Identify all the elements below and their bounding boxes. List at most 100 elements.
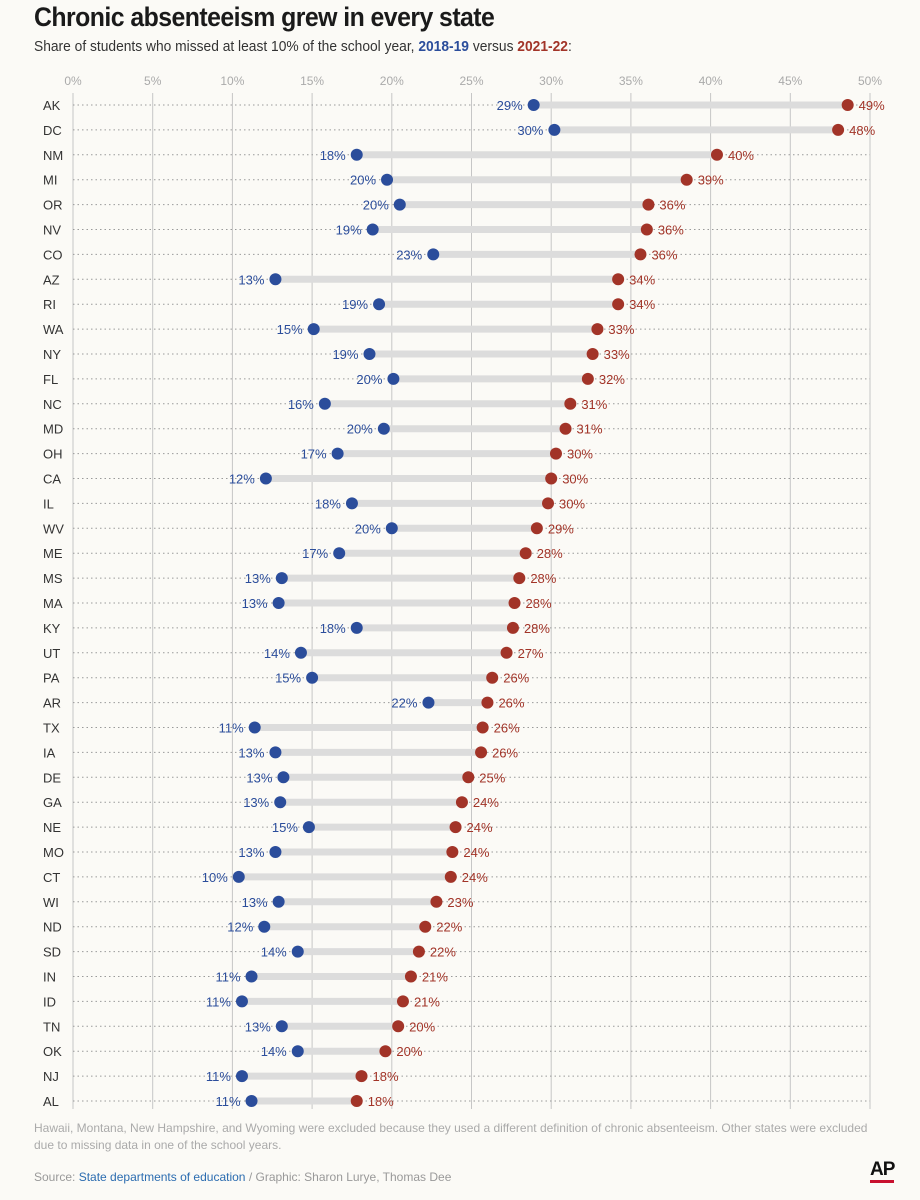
value-label-2018-19: 13% bbox=[245, 1019, 271, 1034]
value-label-2018-19: 13% bbox=[243, 795, 269, 810]
dot-2021-22 bbox=[419, 920, 432, 933]
state-label: MA bbox=[43, 596, 63, 611]
value-label-2018-19: 14% bbox=[261, 1044, 287, 1059]
dot-2018-19 bbox=[235, 995, 248, 1008]
dot-2021-22 bbox=[392, 1020, 405, 1033]
value-label-2021-22: 49% bbox=[859, 98, 885, 113]
value-label-2018-19: 12% bbox=[227, 920, 253, 935]
value-label-2021-22: 21% bbox=[422, 970, 448, 985]
x-tick-label: 25% bbox=[459, 74, 483, 88]
x-tick-label: 0% bbox=[64, 74, 82, 88]
value-label-2018-19: 13% bbox=[246, 770, 272, 785]
dot-2018-19 bbox=[548, 123, 561, 136]
value-label-2021-22: 28% bbox=[526, 596, 552, 611]
state-label: ND bbox=[43, 920, 62, 935]
dot-2021-22 bbox=[455, 796, 468, 809]
value-label-2021-22: 23% bbox=[447, 895, 473, 910]
value-label-2021-22: 20% bbox=[409, 1019, 435, 1034]
value-label-2021-22: 33% bbox=[604, 347, 630, 362]
value-label-2018-19: 19% bbox=[336, 223, 362, 238]
dot-2018-19 bbox=[291, 945, 304, 958]
state-label: WA bbox=[43, 322, 64, 337]
value-label-2018-19: 18% bbox=[315, 496, 341, 511]
value-label-2018-19: 17% bbox=[301, 447, 327, 462]
dot-2018-19 bbox=[277, 771, 290, 784]
dot-2018-19 bbox=[350, 148, 363, 161]
dot-2018-19 bbox=[366, 223, 379, 236]
value-label-2021-22: 20% bbox=[396, 1044, 422, 1059]
x-tick-label: 35% bbox=[619, 74, 643, 88]
value-label-2018-19: 13% bbox=[238, 745, 264, 760]
dot-2018-19 bbox=[269, 846, 282, 858]
state-label: MI bbox=[43, 173, 57, 188]
state-label: KY bbox=[43, 621, 61, 636]
value-label-2018-19: 22% bbox=[391, 696, 417, 711]
state-label: NY bbox=[43, 347, 61, 362]
dot-2018-19 bbox=[275, 1020, 288, 1033]
dot-2018-19 bbox=[248, 721, 261, 734]
value-label-2018-19: 20% bbox=[355, 521, 381, 536]
dot-2018-19 bbox=[302, 821, 315, 834]
value-label-2018-19: 11% bbox=[215, 970, 240, 985]
x-tick-label: 10% bbox=[220, 74, 244, 88]
source-link[interactable]: State departments of education bbox=[78, 1170, 246, 1184]
dot-2021-22 bbox=[559, 422, 572, 435]
state-label: UT bbox=[43, 646, 60, 661]
dot-2018-19 bbox=[387, 372, 400, 385]
dot-2021-22 bbox=[680, 173, 693, 186]
state-label: ID bbox=[43, 994, 56, 1009]
dot-2018-19 bbox=[291, 1045, 304, 1058]
state-label: IA bbox=[43, 745, 56, 760]
value-label-2018-19: 20% bbox=[363, 198, 389, 213]
dot-2021-22 bbox=[591, 323, 604, 336]
value-label-2018-19: 11% bbox=[206, 1069, 231, 1084]
dot-2021-22 bbox=[642, 198, 655, 211]
value-label-2021-22: 26% bbox=[498, 696, 524, 711]
dot-2021-22 bbox=[586, 348, 599, 360]
value-label-2021-22: 26% bbox=[492, 745, 518, 760]
dot-2021-22 bbox=[841, 99, 854, 111]
state-label: AK bbox=[43, 98, 61, 113]
dot-2021-22 bbox=[640, 223, 653, 236]
state-label: TX bbox=[43, 721, 60, 736]
dot-2018-19 bbox=[272, 895, 285, 908]
value-label-2018-19: 13% bbox=[242, 895, 268, 910]
dot-2021-22 bbox=[564, 397, 577, 410]
state-label: NE bbox=[43, 820, 61, 835]
value-label-2021-22: 48% bbox=[849, 123, 875, 138]
dot-2018-19 bbox=[422, 696, 435, 709]
dot-2018-19 bbox=[294, 646, 307, 659]
value-label-2021-22: 25% bbox=[479, 770, 505, 785]
dot-2021-22 bbox=[832, 123, 845, 136]
dot-2018-19 bbox=[272, 597, 285, 609]
dot-2021-22 bbox=[355, 1070, 368, 1083]
value-label-2021-22: 21% bbox=[414, 994, 440, 1009]
state-label: AZ bbox=[43, 272, 60, 287]
value-label-2021-22: 30% bbox=[567, 447, 593, 462]
state-label: CA bbox=[43, 472, 61, 487]
dot-2021-22 bbox=[612, 273, 625, 286]
state-label: DE bbox=[43, 770, 61, 785]
value-label-2021-22: 39% bbox=[698, 173, 724, 188]
state-label: PA bbox=[43, 671, 60, 686]
dot-2018-19 bbox=[350, 621, 363, 634]
state-label: NJ bbox=[43, 1069, 59, 1084]
value-label-2021-22: 24% bbox=[467, 820, 493, 835]
value-label-2018-19: 13% bbox=[245, 571, 271, 586]
dot-2018-19 bbox=[269, 746, 282, 759]
value-label-2018-19: 16% bbox=[288, 397, 314, 412]
state-label: AR bbox=[43, 696, 61, 711]
source-suffix: / Graphic: Sharon Lurye, Thomas Dee bbox=[245, 1170, 452, 1184]
x-tick-label: 20% bbox=[380, 74, 404, 88]
state-label: RI bbox=[43, 297, 56, 312]
value-label-2021-22: 18% bbox=[373, 1069, 399, 1084]
value-label-2018-19: 20% bbox=[347, 422, 373, 437]
state-label: OK bbox=[43, 1044, 62, 1059]
value-label-2021-22: 34% bbox=[629, 272, 655, 287]
dot-2018-19 bbox=[331, 447, 344, 460]
state-label: SD bbox=[43, 945, 61, 960]
value-label-2018-19: 10% bbox=[202, 870, 228, 885]
value-label-2018-19: 11% bbox=[219, 721, 244, 736]
state-label: WV bbox=[43, 521, 64, 536]
state-label: IN bbox=[43, 970, 56, 985]
